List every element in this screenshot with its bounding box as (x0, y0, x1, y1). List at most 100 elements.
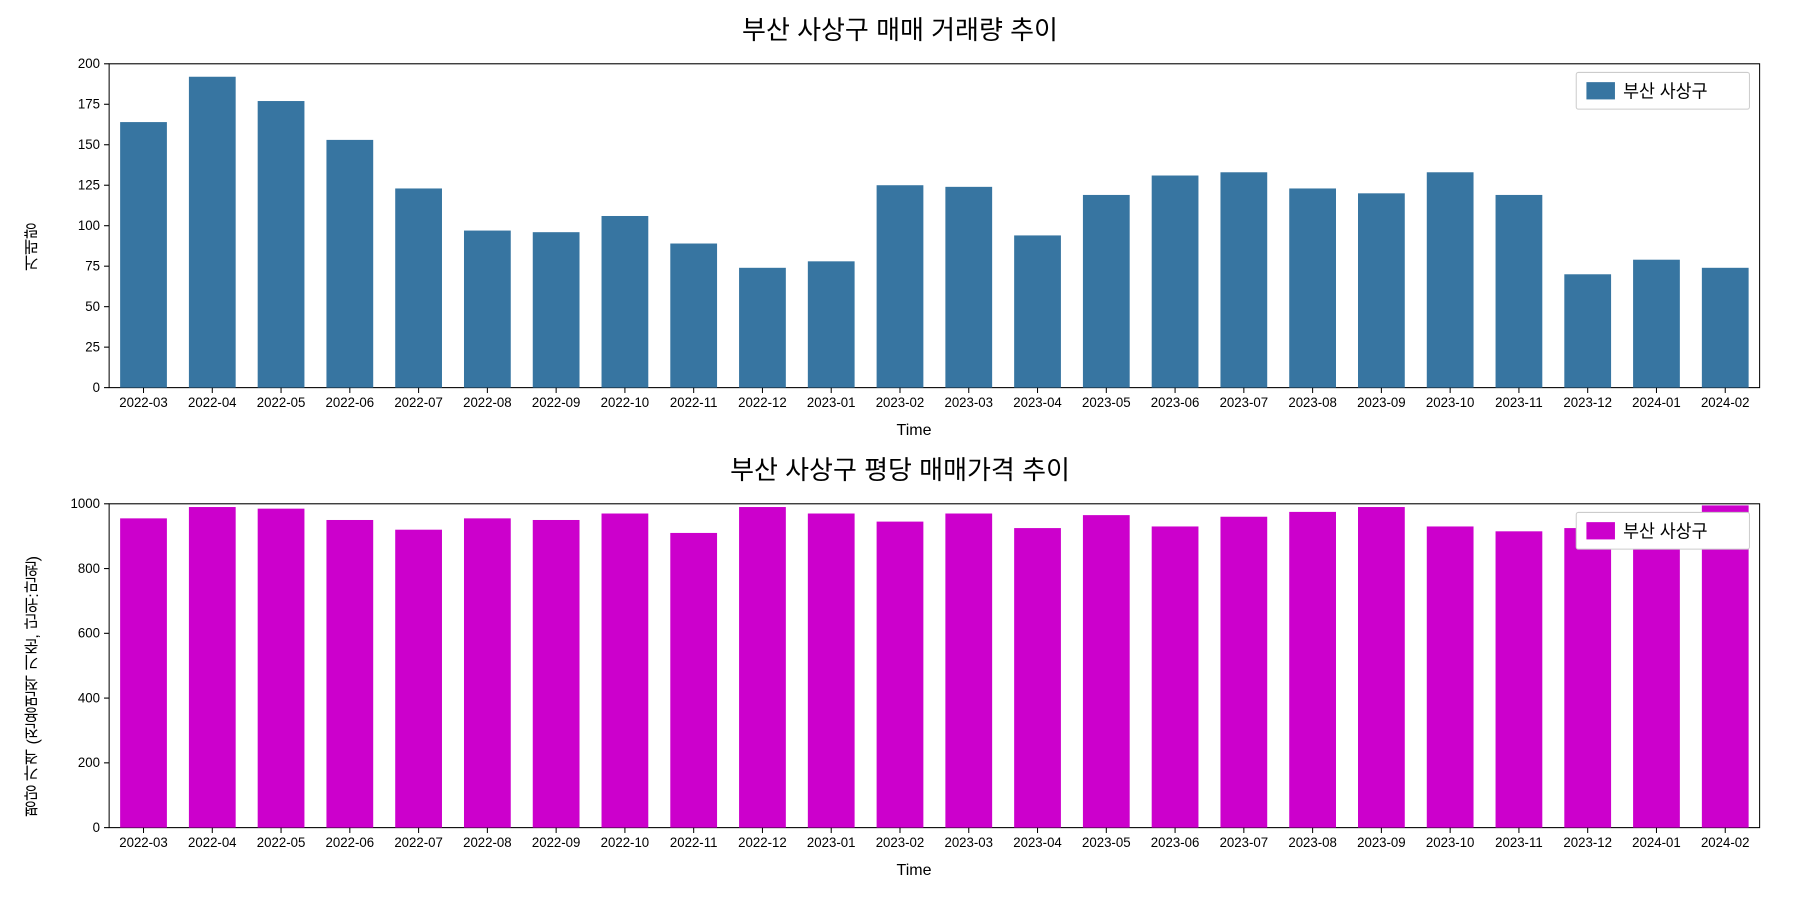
chart1-ylabel: 거래량 (22, 223, 46, 271)
bar (1427, 172, 1474, 387)
xtick-label: 2024-02 (1701, 395, 1750, 410)
bar (258, 509, 305, 828)
xtick-label: 2023-02 (876, 835, 925, 850)
ytick-label: 0 (93, 820, 101, 835)
bar (1496, 195, 1543, 388)
chart1-svg: 02550751001251501752002022-032022-042022… (48, 53, 1780, 420)
xtick-label: 2023-07 (1220, 395, 1269, 410)
bar (189, 77, 236, 388)
bottom-chart-panel: 부산 사상구 평당 매매가격 추이 평당 가격 (전용면적 기준, 단위:만원)… (20, 450, 1780, 880)
xtick-label: 2022-12 (738, 395, 787, 410)
xtick-label: 2023-04 (1013, 835, 1062, 850)
xtick-label: 2023-09 (1357, 835, 1406, 850)
xtick-label: 2024-01 (1632, 395, 1681, 410)
bar (1496, 531, 1543, 827)
xtick-label: 2023-11 (1495, 835, 1543, 850)
bar (1220, 172, 1267, 387)
xtick-label: 2023-08 (1288, 835, 1337, 850)
legend-label: 부산 사상구 (1623, 521, 1707, 542)
xtick-label: 2022-09 (532, 835, 581, 850)
xtick-label: 2023-03 (944, 395, 993, 410)
xtick-label: 2023-07 (1220, 835, 1269, 850)
ytick-label: 800 (78, 561, 100, 576)
bar (120, 518, 167, 827)
xtick-label: 2023-12 (1563, 395, 1612, 410)
bar (1358, 507, 1405, 828)
xtick-label: 2022-12 (738, 835, 787, 850)
top-chart-panel: 부산 사상구 매매 거래량 추이 거래량 0255075100125150175… (20, 10, 1780, 440)
chart2-xlabel: Time (48, 862, 1780, 880)
ytick-label: 175 (78, 96, 100, 111)
bar (808, 514, 855, 828)
bar (808, 261, 855, 387)
xtick-label: 2022-09 (532, 395, 581, 410)
bar (1702, 505, 1749, 827)
xtick-label: 2023-01 (807, 395, 856, 410)
ytick-label: 600 (78, 625, 100, 640)
bar (1702, 268, 1749, 388)
ytick-label: 100 (78, 218, 100, 233)
bar (877, 522, 924, 828)
bar (464, 518, 511, 827)
bar (1014, 235, 1061, 387)
xtick-label: 2022-04 (188, 395, 237, 410)
xtick-label: 2022-06 (326, 835, 375, 850)
bar (1152, 526, 1199, 827)
bar (1083, 195, 1130, 388)
xtick-label: 2024-01 (1632, 835, 1681, 850)
bar (877, 185, 924, 387)
bar (120, 122, 167, 388)
legend-swatch (1586, 522, 1615, 539)
chart1-container: 거래량 02550751001251501752002022-032022-04… (20, 53, 1780, 440)
bar (1014, 528, 1061, 828)
chart1-svg-wrap: 02550751001251501752002022-032022-042022… (48, 53, 1780, 440)
xtick-label: 2023-05 (1082, 835, 1131, 850)
bar (670, 533, 717, 828)
xtick-label: 2022-10 (601, 835, 650, 850)
chart1-title: 부산 사상구 매매 거래량 추이 (742, 10, 1058, 47)
bar (1152, 176, 1199, 388)
ytick-label: 150 (78, 137, 100, 152)
xtick-label: 2022-07 (394, 835, 443, 850)
xtick-label: 2023-06 (1151, 395, 1200, 410)
xtick-label: 2022-07 (394, 395, 443, 410)
ytick-label: 400 (78, 690, 100, 705)
bar (670, 244, 717, 388)
xtick-label: 2023-10 (1426, 835, 1475, 850)
bar (1083, 515, 1130, 827)
bar (395, 530, 442, 828)
bar (326, 520, 373, 828)
bar (1633, 260, 1680, 388)
ytick-label: 200 (78, 56, 100, 71)
xtick-label: 2022-11 (670, 395, 718, 410)
chart1-xlabel: Time (48, 422, 1780, 440)
xtick-label: 2022-11 (670, 835, 718, 850)
bar (739, 507, 786, 828)
legend-swatch (1586, 82, 1615, 99)
xtick-label: 2023-12 (1563, 835, 1612, 850)
ytick-label: 50 (85, 299, 100, 314)
bar (1220, 517, 1267, 828)
ytick-label: 200 (78, 755, 100, 770)
xtick-label: 2022-08 (463, 835, 512, 850)
xtick-label: 2023-04 (1013, 395, 1062, 410)
chart2-svg-wrap: 020040060080010002022-032022-042022-0520… (48, 493, 1780, 880)
bar (326, 140, 373, 388)
bar (533, 520, 580, 828)
xtick-label: 2023-02 (876, 395, 925, 410)
ytick-label: 125 (78, 177, 100, 192)
xtick-label: 2023-11 (1495, 395, 1543, 410)
bar (602, 216, 649, 388)
xtick-label: 2022-08 (463, 395, 512, 410)
xtick-label: 2023-06 (1151, 835, 1200, 850)
bar (189, 507, 236, 828)
xtick-label: 2022-05 (257, 835, 306, 850)
bar (602, 514, 649, 828)
bar (1633, 526, 1680, 827)
xtick-label: 2022-06 (326, 395, 375, 410)
chart2-svg: 020040060080010002022-032022-042022-0520… (48, 493, 1780, 860)
chart2-ylabel-wrap: 평당 가격 (전용면적 기준, 단위:만원) (20, 493, 48, 880)
bar (945, 514, 992, 828)
bar (395, 188, 442, 387)
xtick-label: 2023-10 (1426, 395, 1475, 410)
